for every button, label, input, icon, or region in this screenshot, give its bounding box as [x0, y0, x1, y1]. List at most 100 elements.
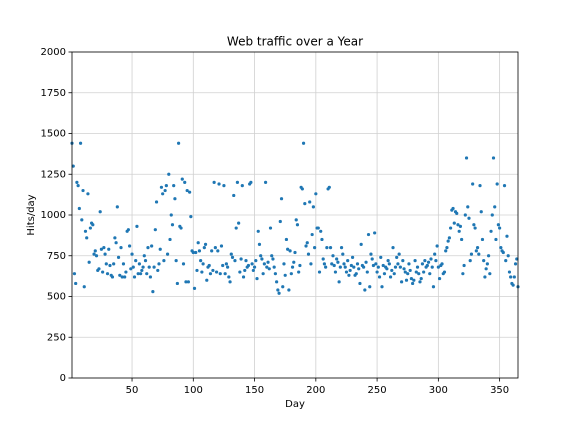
point — [446, 239, 450, 243]
point — [406, 272, 410, 276]
point — [116, 255, 121, 259]
point — [175, 281, 179, 286]
point — [298, 263, 302, 268]
point — [359, 242, 363, 246]
point — [142, 254, 146, 258]
point — [97, 267, 101, 271]
point — [254, 259, 258, 263]
y-tick-label: 1000 — [41, 210, 66, 221]
point — [350, 255, 355, 259]
point — [358, 281, 362, 286]
point — [153, 228, 157, 232]
y-tick-label: 0 — [60, 373, 66, 384]
point — [309, 262, 313, 266]
point — [435, 244, 439, 248]
x-tick-label: 300 — [429, 385, 448, 396]
point — [493, 205, 497, 209]
point — [210, 249, 214, 253]
point — [403, 270, 407, 274]
point — [495, 182, 499, 186]
point — [308, 200, 312, 204]
point — [370, 257, 374, 261]
point — [466, 205, 470, 209]
point — [93, 249, 97, 253]
point — [385, 267, 389, 271]
grid-layer — [72, 51, 518, 379]
point — [451, 206, 455, 211]
point — [271, 257, 275, 261]
point — [103, 252, 107, 256]
point — [113, 236, 117, 240]
y-tick-label: 2000 — [41, 47, 66, 58]
point — [123, 275, 127, 279]
point — [180, 177, 184, 181]
point — [506, 254, 510, 258]
point — [456, 223, 460, 227]
point — [126, 228, 130, 232]
point — [425, 263, 429, 268]
point — [305, 241, 309, 245]
point — [426, 260, 431, 264]
point — [273, 272, 277, 276]
point — [281, 285, 285, 289]
point — [331, 254, 335, 258]
point — [278, 219, 282, 224]
point — [217, 182, 221, 186]
point — [352, 265, 356, 269]
point — [108, 263, 112, 268]
point — [256, 229, 260, 233]
point — [267, 267, 271, 271]
point — [211, 268, 215, 273]
point — [164, 184, 168, 188]
point — [252, 265, 257, 269]
point — [338, 265, 342, 269]
point — [462, 263, 466, 268]
point — [194, 250, 198, 255]
point — [393, 265, 398, 269]
point — [380, 285, 384, 289]
point — [413, 259, 417, 263]
point — [284, 237, 289, 242]
point — [387, 262, 391, 266]
point — [489, 229, 493, 233]
point — [436, 265, 440, 269]
point — [121, 262, 126, 266]
point — [229, 252, 233, 256]
point — [501, 250, 505, 255]
point — [502, 184, 507, 188]
point — [325, 246, 329, 250]
point — [475, 246, 480, 250]
point — [88, 226, 92, 230]
point — [292, 260, 296, 264]
point — [114, 241, 118, 245]
point — [440, 262, 444, 266]
point — [445, 246, 449, 250]
point — [102, 246, 106, 250]
point — [431, 285, 436, 289]
point — [240, 184, 244, 188]
point — [408, 268, 412, 273]
point — [328, 246, 333, 250]
point — [392, 272, 396, 276]
point — [461, 272, 465, 276]
point — [244, 259, 248, 263]
x-tick-label: 250 — [368, 385, 387, 396]
point — [234, 226, 238, 230]
point — [129, 267, 133, 271]
point — [386, 259, 390, 263]
point — [381, 263, 385, 268]
point — [419, 276, 423, 281]
point — [422, 270, 426, 274]
point — [477, 252, 481, 256]
point — [409, 276, 414, 281]
point — [272, 265, 276, 269]
point — [357, 267, 361, 271]
point — [158, 247, 162, 251]
point — [162, 259, 166, 263]
point — [288, 249, 292, 253]
point — [224, 262, 228, 266]
point — [428, 272, 432, 276]
point — [417, 272, 421, 276]
point — [373, 231, 377, 235]
